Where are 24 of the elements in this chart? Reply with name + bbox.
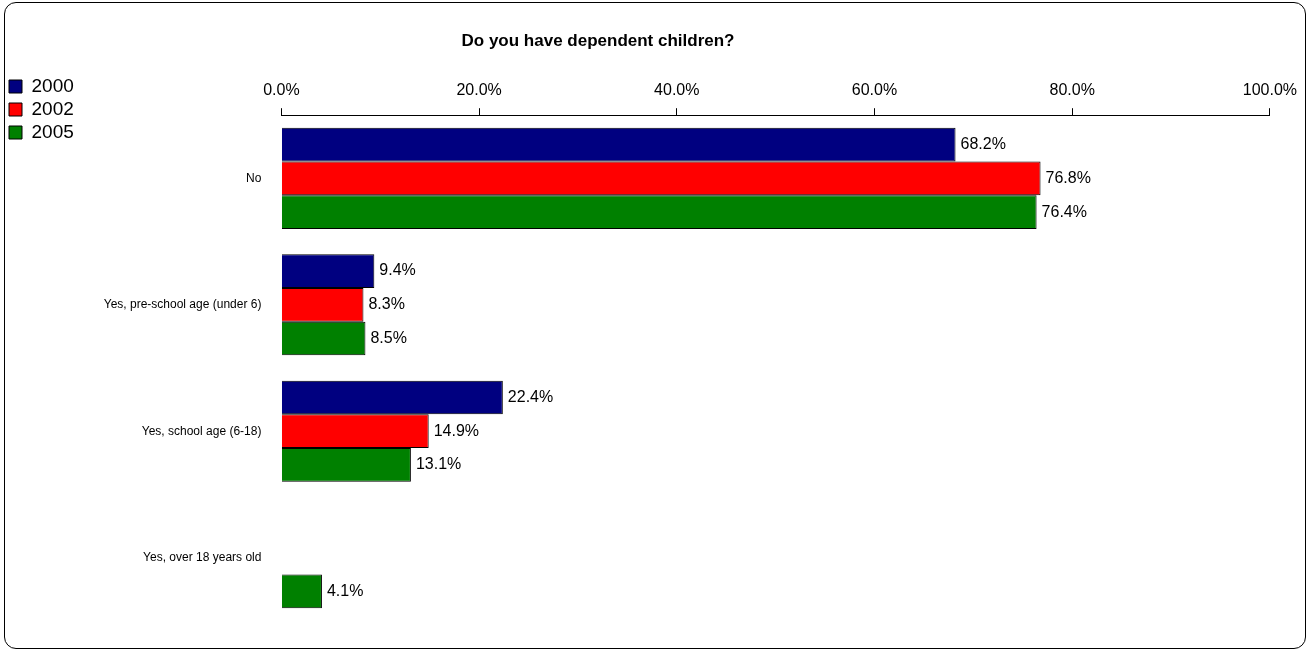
- y-tick-label: No: [246, 170, 262, 185]
- data-label: 76.8%: [1045, 168, 1091, 186]
- data-label: 13.1%: [415, 455, 462, 473]
- data-label: 4.1%: [326, 581, 364, 599]
- data-label: 9.4%: [379, 261, 416, 279]
- data-label: 8.5%: [370, 328, 407, 346]
- x-tick-label: 40.0%: [654, 81, 700, 99]
- data-label: 22.4%: [507, 387, 554, 405]
- data-label: 68.2%: [960, 135, 1006, 153]
- legend-label: 2005: [31, 120, 74, 142]
- legend-label: 2000: [31, 74, 74, 96]
- x-tick-label: 20.0%: [456, 81, 502, 99]
- data-label: 14.9%: [433, 421, 480, 439]
- y-tick-label: Yes, over 18 years old: [143, 549, 262, 564]
- x-tick-label: 60.0%: [851, 81, 898, 99]
- y-tick-label: Yes, school age (6-18): [141, 423, 262, 438]
- x-tick-label: 100.0%: [1242, 81, 1297, 99]
- data-label: 8.3%: [368, 295, 405, 313]
- chart-title: Do you have dependent children?: [461, 30, 735, 50]
- legend-label: 2002: [31, 97, 74, 119]
- data-label: 76.4%: [1041, 202, 1087, 220]
- y-tick-label: Yes, pre-school age (under 6): [103, 297, 262, 312]
- x-tick-label: 0.0%: [263, 81, 300, 99]
- x-tick-label: 80.0%: [1049, 81, 1095, 99]
